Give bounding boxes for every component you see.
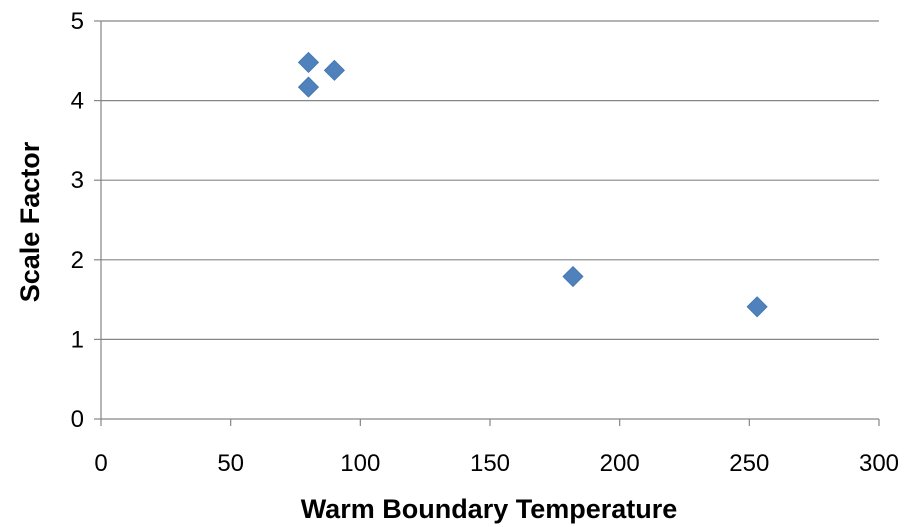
data-point-1 [297,51,320,73]
data-point-3 [323,59,345,81]
y-tick-label-1: 1 [71,326,84,353]
data-points [297,51,768,318]
gridlines [101,20,879,340]
x-tick-label-50: 50 [217,450,244,477]
data-point-5 [746,296,768,318]
y-tick-label-0: 0 [71,406,84,433]
y-axis-title: Scale Factor [15,141,45,302]
data-point-2 [297,76,320,98]
y-tick-label-2: 2 [71,247,84,274]
y-tick-label-5: 5 [71,8,84,35]
x-tick-label-0: 0 [94,450,107,477]
x-tick-label-200: 200 [600,450,640,477]
x-tick-label-150: 150 [470,450,510,477]
x-tick-label-250: 250 [729,450,769,477]
y-tick-label-4: 4 [71,88,84,115]
y-tick-label-3: 3 [71,167,84,194]
x-axis-title: Warm Boundary Temperature [301,494,678,524]
axes [94,20,880,426]
x-tick-label-100: 100 [340,450,380,477]
x-tick-label-300: 300 [859,450,899,477]
data-point-4 [562,265,584,288]
